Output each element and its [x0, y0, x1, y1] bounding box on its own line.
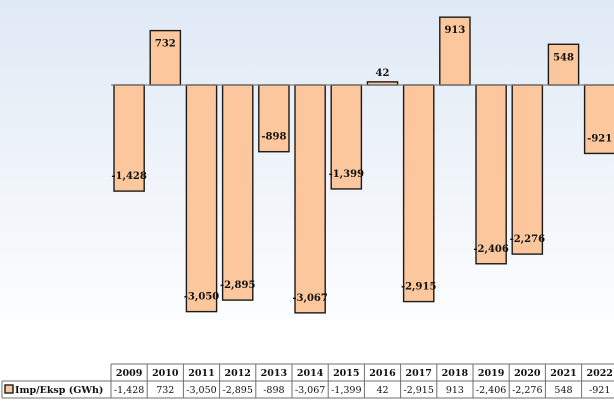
- bar-2021: [547, 43, 580, 86]
- value-label-2022: -921: [587, 133, 612, 144]
- bar-2020: [511, 84, 544, 255]
- bar-2012: [221, 84, 254, 301]
- table-year-2019: 2019: [478, 368, 505, 379]
- value-label-2018: 913: [444, 25, 465, 36]
- value-label-2011: -3,050: [184, 292, 220, 303]
- table-value-2020: -2,276: [512, 385, 542, 396]
- value-label-2021: 548: [553, 52, 574, 63]
- value-label-2010: 732: [155, 39, 176, 50]
- table-year-2020: 2020: [514, 368, 541, 379]
- table-year-2022: 2022: [586, 368, 612, 379]
- table-value-2018: 913: [446, 385, 464, 396]
- table-value-2011: -3,050: [186, 385, 216, 396]
- value-label-2016: 42: [376, 68, 390, 79]
- table-value-2019: -2,406: [476, 385, 506, 396]
- table-year-2016: 2016: [369, 368, 396, 379]
- table-value-2009: -1,428: [114, 385, 144, 396]
- value-label-2015: -1,399: [329, 169, 365, 180]
- table-year-2012: 2012: [224, 368, 250, 379]
- table-year-2009: 2009: [116, 368, 143, 379]
- bar-2010: [149, 29, 182, 86]
- value-label-2019: -2,406: [473, 244, 509, 255]
- value-label-2020: -2,276: [510, 234, 546, 245]
- bar-2018: [439, 16, 471, 86]
- table-year-2010: 2010: [152, 368, 179, 379]
- value-label-2013: -898: [261, 132, 286, 143]
- value-labels-layer: -1,428 732 -3,050-2,895 -898 -3,067 -1,399 42 -…: [111, 25, 612, 304]
- table-year-2015: 2015: [333, 368, 359, 379]
- bar-2019: [475, 84, 507, 265]
- value-label-2009: -1,428: [111, 171, 147, 182]
- table-value-2013: -898: [263, 385, 284, 396]
- table-value-2022: -921: [589, 385, 610, 396]
- bar-2014: [294, 84, 326, 314]
- bar-2017: [402, 84, 435, 303]
- table-year-2018: 2018: [442, 368, 469, 379]
- legend-key: [4, 384, 14, 394]
- bars-layer: [113, 16, 614, 314]
- table-value-2010: 732: [156, 385, 174, 396]
- value-label-2012: -2,895: [220, 280, 256, 291]
- table-year-2013: 2013: [261, 368, 287, 379]
- value-label-2014: -3,067: [292, 293, 328, 304]
- bar-2011: [185, 84, 218, 313]
- table-value-2015: -1,399: [331, 385, 361, 396]
- table-value-2016: 42: [376, 385, 388, 396]
- table-value-2017: -2,915: [403, 385, 433, 396]
- data-table: 2009 -1,428 2010 732 2011 -3,050 2012 -2,895 201…: [1, 363, 614, 399]
- table-year-2021: 2021: [550, 368, 576, 379]
- bar-2015: [330, 84, 363, 190]
- table-year-2011: 2011: [188, 368, 214, 379]
- legend-series-name: Imp/Eksp (GWh): [15, 385, 103, 396]
- value-label-2017: -2,915: [401, 282, 437, 293]
- table-year-2017: 2017: [405, 368, 431, 379]
- table-value-2012: -2,895: [222, 385, 252, 396]
- table-value-2021: 548: [554, 385, 572, 396]
- bar-2009: [113, 84, 145, 192]
- table-value-2014: -3,067: [295, 385, 325, 396]
- table-year-2014: 2014: [297, 368, 324, 379]
